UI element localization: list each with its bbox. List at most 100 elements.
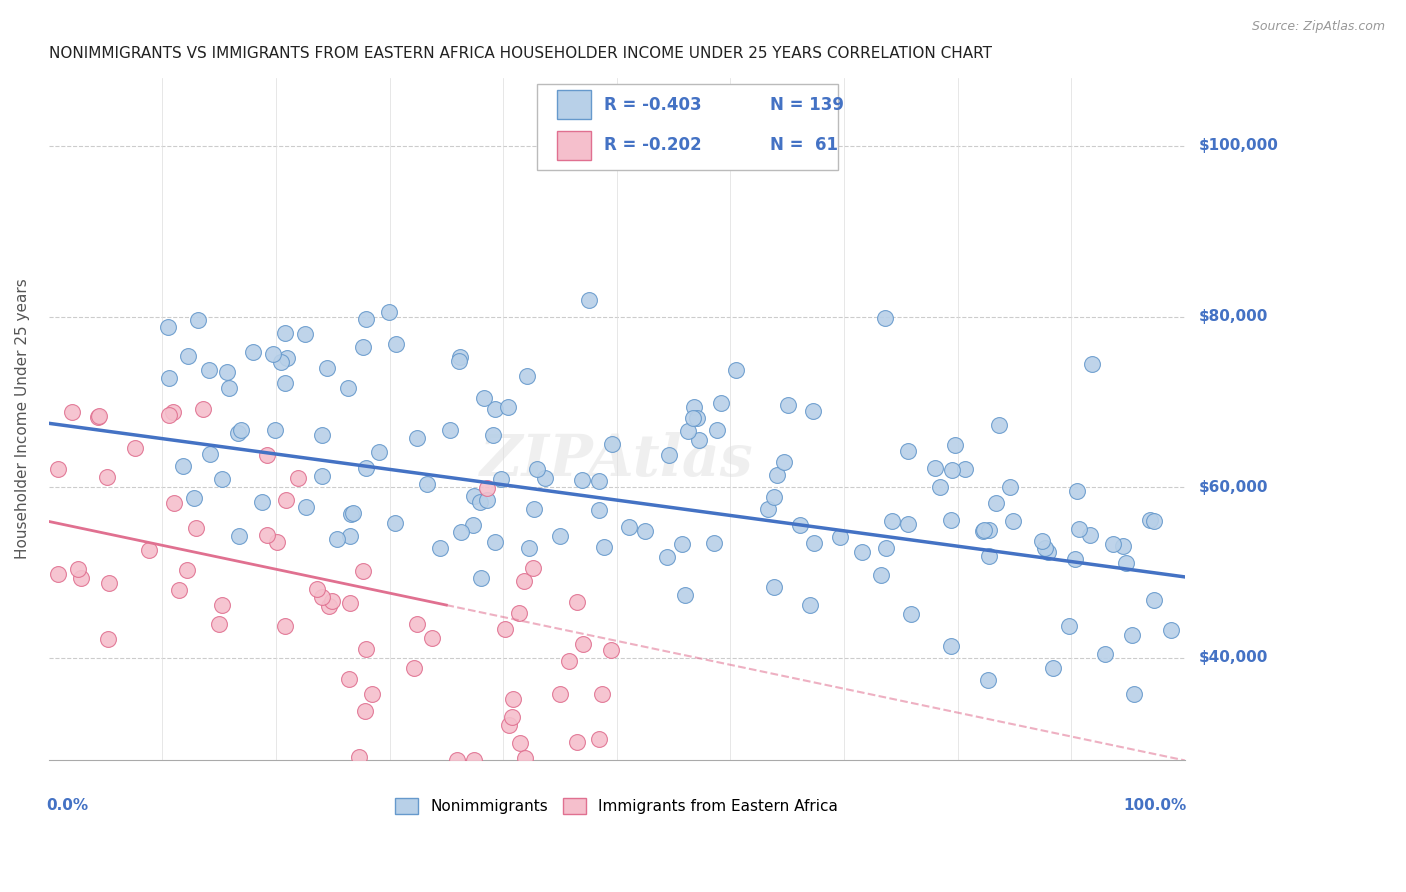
Point bbox=[526, 462, 548, 476]
Legend: Nonimmigrants, Immigrants from Eastern Africa: Nonimmigrants, Immigrants from Eastern A… bbox=[395, 798, 838, 814]
Point bbox=[481, 427, 503, 442]
Point bbox=[534, 471, 557, 485]
Point bbox=[60, 404, 83, 418]
Point bbox=[211, 472, 233, 486]
Point bbox=[159, 371, 181, 385]
Point bbox=[1102, 537, 1125, 551]
Point bbox=[588, 503, 610, 517]
Point bbox=[682, 411, 704, 425]
Point bbox=[337, 381, 360, 395]
Point bbox=[1139, 513, 1161, 527]
Point bbox=[688, 434, 710, 448]
Point bbox=[1112, 539, 1135, 553]
Point bbox=[1078, 528, 1101, 542]
Point bbox=[186, 312, 208, 326]
Point bbox=[294, 326, 316, 341]
Point bbox=[229, 423, 252, 437]
Point bbox=[211, 598, 233, 612]
Point bbox=[1094, 647, 1116, 661]
Point bbox=[973, 523, 995, 537]
Point bbox=[591, 687, 613, 701]
Point bbox=[321, 594, 343, 608]
Text: $80,000: $80,000 bbox=[1199, 310, 1268, 324]
Point bbox=[509, 736, 531, 750]
Point bbox=[46, 566, 69, 581]
Point bbox=[342, 507, 364, 521]
Point bbox=[354, 704, 377, 718]
Point bbox=[686, 411, 709, 425]
Point bbox=[600, 643, 623, 657]
Point bbox=[1067, 522, 1090, 536]
Point bbox=[470, 570, 492, 584]
Point bbox=[339, 528, 361, 542]
Point bbox=[484, 535, 506, 549]
Point bbox=[943, 437, 966, 451]
Point bbox=[571, 473, 593, 487]
Point bbox=[498, 718, 520, 732]
Point bbox=[311, 469, 333, 483]
Point bbox=[337, 672, 360, 686]
Point bbox=[977, 523, 1000, 537]
Point bbox=[163, 496, 186, 510]
Point bbox=[450, 524, 472, 539]
Point bbox=[1123, 687, 1146, 701]
Point bbox=[658, 448, 681, 462]
Point bbox=[262, 347, 284, 361]
Point bbox=[593, 540, 616, 554]
Point bbox=[274, 619, 297, 633]
Point bbox=[318, 599, 340, 614]
Point bbox=[502, 692, 524, 706]
Point bbox=[565, 735, 588, 749]
Point bbox=[218, 381, 240, 395]
Point bbox=[900, 607, 922, 621]
Point bbox=[477, 481, 499, 495]
Point bbox=[311, 428, 333, 442]
Point bbox=[578, 293, 600, 307]
FancyBboxPatch shape bbox=[557, 90, 591, 119]
Point bbox=[156, 320, 179, 334]
Point bbox=[162, 405, 184, 419]
Point bbox=[226, 425, 249, 440]
Text: $100,000: $100,000 bbox=[1199, 138, 1278, 153]
Point bbox=[176, 563, 198, 577]
Point bbox=[439, 423, 461, 437]
Point bbox=[354, 461, 377, 475]
Point bbox=[571, 637, 593, 651]
Text: R = -0.403: R = -0.403 bbox=[605, 95, 702, 113]
Point bbox=[939, 513, 962, 527]
Point bbox=[406, 617, 429, 632]
Point bbox=[602, 437, 624, 451]
Point bbox=[870, 568, 893, 582]
Point bbox=[183, 491, 205, 505]
Point bbox=[766, 467, 789, 482]
Point bbox=[671, 536, 693, 550]
Point bbox=[172, 459, 194, 474]
Point bbox=[977, 673, 1000, 688]
Point bbox=[356, 311, 378, 326]
Point bbox=[266, 535, 288, 549]
Point bbox=[1143, 514, 1166, 528]
Point bbox=[1143, 593, 1166, 607]
Y-axis label: Householder Income Under 25 years: Householder Income Under 25 years bbox=[15, 278, 30, 559]
Point bbox=[385, 336, 408, 351]
Point bbox=[368, 445, 391, 459]
Point bbox=[673, 588, 696, 602]
Point bbox=[1066, 484, 1088, 499]
Point bbox=[516, 369, 538, 384]
Point bbox=[548, 688, 571, 702]
Text: NONIMMIGRANTS VS IMMIGRANTS FROM EASTERN AFRICA HOUSEHOLDER INCOME UNDER 25 YEAR: NONIMMIGRANTS VS IMMIGRANTS FROM EASTERN… bbox=[49, 46, 991, 62]
Point bbox=[472, 391, 495, 405]
Text: R = -0.202: R = -0.202 bbox=[605, 136, 702, 154]
Point bbox=[880, 515, 903, 529]
Text: 100.0%: 100.0% bbox=[1123, 798, 1187, 813]
Point bbox=[406, 431, 429, 445]
Point bbox=[924, 461, 946, 475]
Point bbox=[522, 561, 544, 575]
Point bbox=[873, 310, 896, 325]
Point bbox=[1121, 628, 1143, 642]
Point bbox=[69, 571, 91, 585]
Point bbox=[851, 544, 873, 558]
Point bbox=[588, 474, 610, 488]
Point bbox=[352, 340, 374, 354]
Point bbox=[703, 536, 725, 550]
